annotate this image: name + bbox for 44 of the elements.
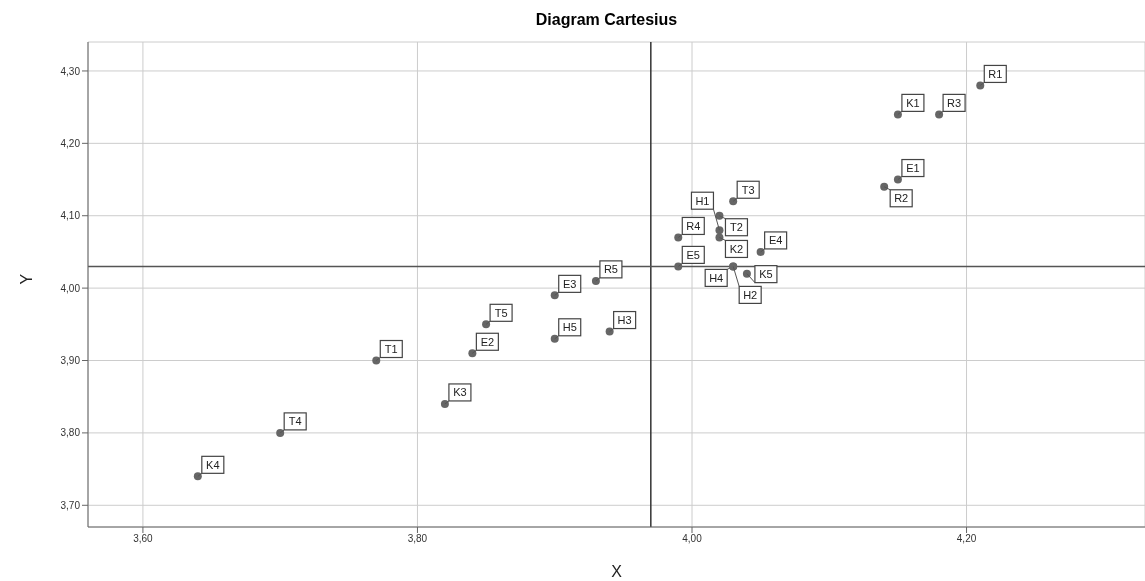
y-axis-title: Y	[17, 273, 35, 285]
data-label: T2	[730, 221, 743, 234]
data-label: K2	[729, 242, 744, 255]
data-label: T3	[741, 183, 755, 196]
data-label: H2	[743, 288, 758, 301]
y-tick-label: 4,10	[60, 210, 81, 222]
x-tick-label: 3,80	[407, 533, 428, 545]
point	[591, 276, 600, 285]
x-tick-label: 3,60	[133, 533, 154, 545]
point	[550, 334, 559, 343]
data-label: E1	[906, 162, 920, 175]
y-tick-label: 3,80	[60, 427, 81, 439]
data-label: E3	[562, 277, 577, 290]
data-label: R4	[686, 219, 701, 232]
data-label: K4	[206, 458, 220, 471]
chart-title: Diagram Cartesius	[534, 10, 679, 30]
y-tick-label: 4,20	[60, 137, 81, 149]
data-label: E5	[686, 248, 701, 261]
y-tick-label: 4,30	[60, 65, 81, 77]
data-label: K5	[759, 268, 773, 281]
y-tick-label: 4,00	[60, 282, 81, 294]
point	[372, 356, 381, 365]
data-label: R1	[988, 67, 1003, 80]
data-label: R3	[947, 96, 962, 109]
x-axis-title: X	[611, 563, 623, 580]
data-label: R5	[603, 263, 618, 276]
data-label: T4	[288, 415, 302, 428]
data-label: E4	[768, 234, 783, 247]
data-label: H1	[695, 194, 710, 207]
data-label: K1	[906, 96, 920, 109]
data-label: E2	[480, 335, 495, 348]
data-label: T1	[384, 343, 398, 356]
data-label: H3	[617, 314, 632, 327]
data-label: R2	[894, 192, 909, 205]
x-tick-label: 4,00	[682, 533, 703, 545]
data-label: H4	[709, 271, 724, 284]
y-tick-label: 3,90	[60, 355, 81, 367]
y-tick-label: 3,70	[60, 499, 81, 511]
data-label: K3	[453, 386, 467, 399]
x-tick-label: 4,20	[956, 533, 977, 545]
data-label: T5	[494, 306, 508, 319]
data-label: H5	[562, 321, 577, 334]
point	[893, 175, 902, 184]
point	[468, 349, 477, 358]
